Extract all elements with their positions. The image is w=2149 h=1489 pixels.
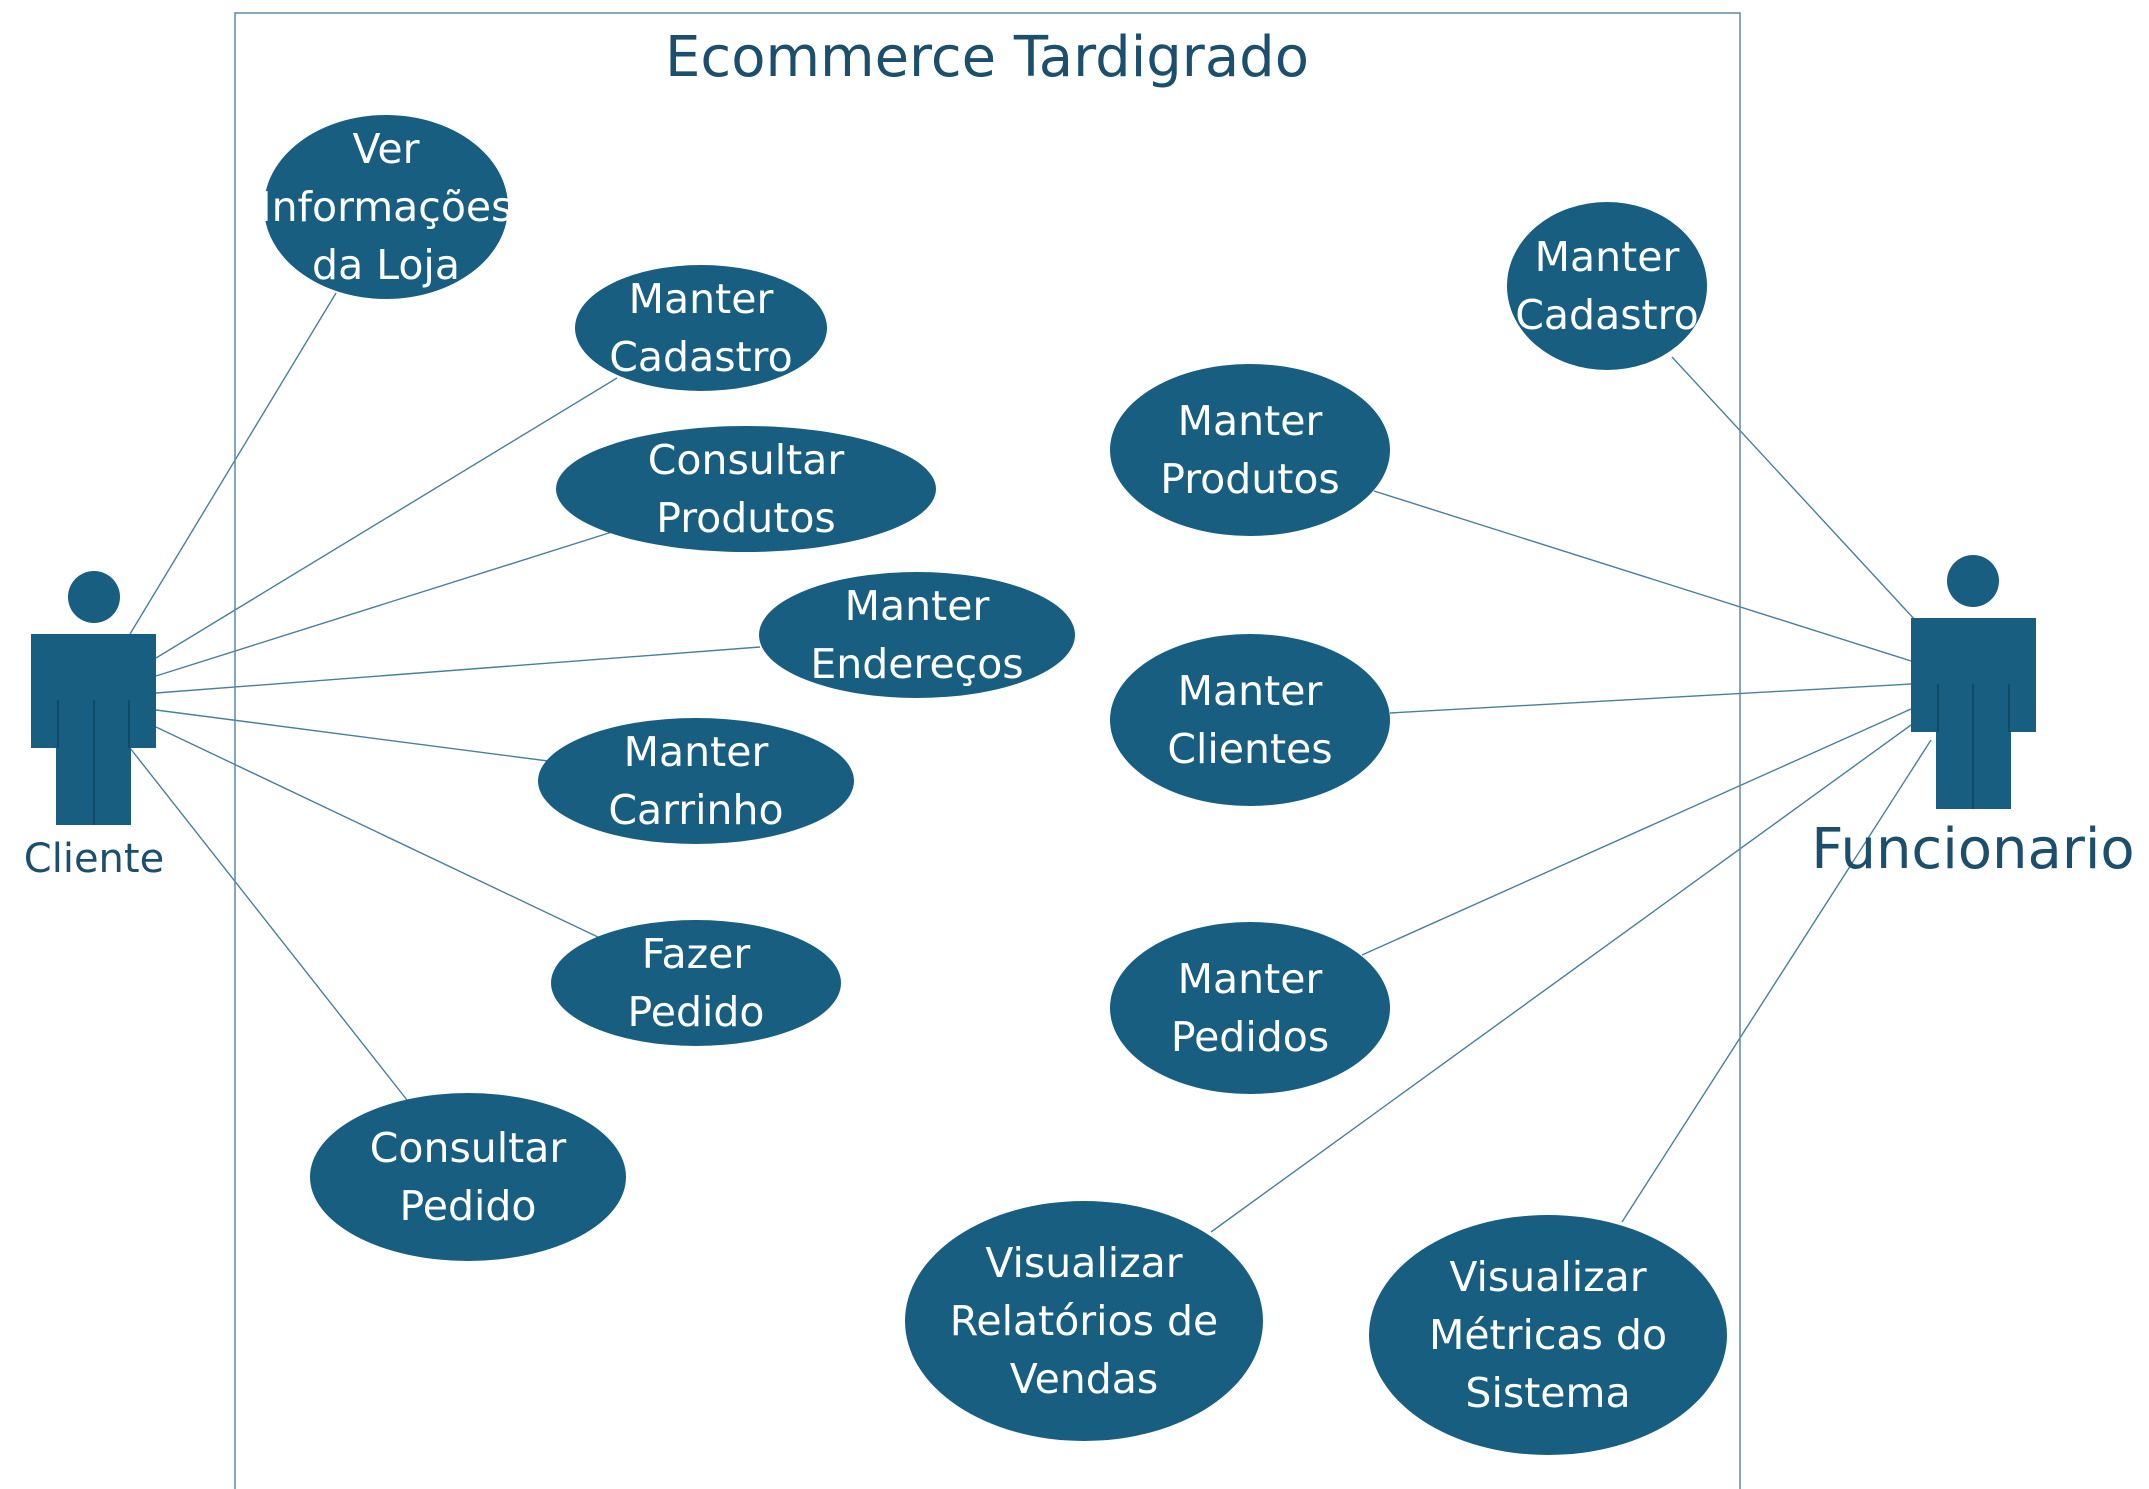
use-case-label: Fazer [642, 930, 751, 978]
use-case-label: Clientes [1167, 725, 1332, 773]
use-case-label: Manter [1178, 955, 1323, 1003]
use-case-label: Métricas do [1429, 1311, 1667, 1359]
use-case-label: Manter [1535, 233, 1680, 281]
use-case-label: Visualizar [985, 1239, 1182, 1287]
system-title: Ecommerce Tardigrado [665, 25, 1309, 90]
use-case-label: Produtos [1160, 455, 1340, 503]
use-case-label: Pedidos [1171, 1013, 1329, 1061]
use-case-ellipse[interactable] [905, 1201, 1263, 1441]
use-case-label: Relatórios de [950, 1297, 1219, 1345]
use-case-consultar-produtos[interactable]: Consultar Produtos [556, 426, 936, 552]
association-cliente-manter-enderecos [155, 646, 761, 694]
association-cliente-manter-carrinho [155, 709, 549, 762]
use-case-label: Ver [353, 125, 420, 173]
use-case-label: Cadastro [1515, 291, 1698, 339]
use-case-ellipse[interactable] [1110, 634, 1390, 806]
use-case-ellipse[interactable] [1507, 202, 1707, 370]
association-funcionario-funcionario-manter-cadastro [1671, 356, 1917, 622]
use-cases: Ver Informações da Loja Manter Cadastro Consu… [259, 115, 1727, 1455]
use-case-consultar-pedido[interactable]: Consultar Pedido [310, 1093, 626, 1261]
actor-funcionario: Funcionario [1811, 555, 2135, 882]
actor-cliente: Cliente [24, 571, 164, 882]
use-case-ellipse[interactable] [264, 115, 508, 299]
use-case-ellipse[interactable] [759, 572, 1075, 698]
use-case-label: Sistema [1465, 1369, 1630, 1417]
use-case-label: Pedido [399, 1182, 536, 1230]
association-lines [129, 292, 1932, 1233]
association-cliente-ver-informacoes-da-loja [129, 292, 337, 635]
use-case-ellipse[interactable] [556, 426, 936, 552]
use-case-visualizar-relatorios-de-vendas[interactable]: Visualizar Relatórios de Vendas [905, 1201, 1263, 1441]
actor-funcionario-icon [1911, 555, 2036, 809]
association-funcionario-manter-clientes [1389, 683, 1912, 714]
association-cliente-fazer-pedido [155, 726, 601, 939]
use-case-label: Carrinho [608, 786, 783, 834]
association-funcionario-visualizar-relatorios-de-vendas [1210, 724, 1912, 1233]
association-cliente-cliente-manter-cadastro [155, 377, 618, 659]
use-case-visualizar-metricas-do-sistema[interactable]: Visualizar Métricas do Sistema [1369, 1215, 1727, 1455]
use-case-ellipse[interactable] [538, 718, 854, 844]
use-case-ellipse[interactable] [310, 1093, 626, 1261]
use-case-ellipse[interactable] [575, 265, 827, 391]
use-case-manter-produtos[interactable]: Manter Produtos [1110, 364, 1390, 536]
use-case-fazer-pedido[interactable]: Fazer Pedido [551, 920, 841, 1046]
use-case-manter-carrinho[interactable]: Manter Carrinho [538, 718, 854, 844]
use-case-label: Visualizar [1449, 1253, 1646, 1301]
association-funcionario-manter-pedidos [1361, 708, 1912, 956]
use-case-label: Pedido [627, 988, 764, 1036]
use-case-label: Manter [1178, 667, 1323, 715]
use-case-label: Produtos [656, 494, 836, 542]
use-case-funcionario-manter-cadastro[interactable]: Manter Cadastro [1507, 202, 1707, 370]
system-boundary [234, 12, 1741, 1489]
use-case-ellipse[interactable] [1110, 364, 1390, 536]
actor-cliente-label: Cliente [24, 836, 164, 882]
association-cliente-consultar-pedido [129, 747, 408, 1101]
use-case-label: da Loja [312, 241, 460, 289]
actor-cliente-icon [31, 571, 156, 825]
use-case-label: Cadastro [609, 333, 792, 381]
use-case-manter-pedidos[interactable]: Manter Pedidos [1110, 922, 1390, 1094]
use-case-label: Vendas [1010, 1355, 1159, 1403]
use-case-ver-informacoes-da-loja[interactable]: Ver Informações da Loja [259, 115, 513, 299]
use-case-label: Consultar [648, 436, 845, 484]
use-case-manter-enderecos[interactable]: Manter Endereços [759, 572, 1075, 698]
use-case-ellipse[interactable] [1110, 922, 1390, 1094]
association-funcionario-manter-produtos [1373, 490, 1912, 662]
use-case-label: Manter [845, 582, 990, 630]
use-case-cliente-manter-cadastro[interactable]: Manter Cadastro [575, 265, 827, 391]
use-case-label: Endereços [810, 640, 1023, 688]
actor-funcionario-label: Funcionario [1811, 817, 2134, 882]
association-funcionario-visualizar-metricas-do-sistema [1621, 739, 1932, 1223]
use-case-manter-clientes[interactable]: Manter Clientes [1110, 634, 1390, 806]
use-case-label: Informações [259, 183, 512, 231]
use-case-ellipse[interactable] [1369, 1215, 1727, 1455]
use-case-label: Manter [1178, 397, 1323, 445]
use-case-label: Manter [629, 275, 774, 323]
use-case-ellipse[interactable] [551, 920, 841, 1046]
association-cliente-consultar-produtos [155, 531, 613, 677]
use-case-label: Manter [624, 728, 769, 776]
use-case-label: Consultar [370, 1124, 567, 1172]
